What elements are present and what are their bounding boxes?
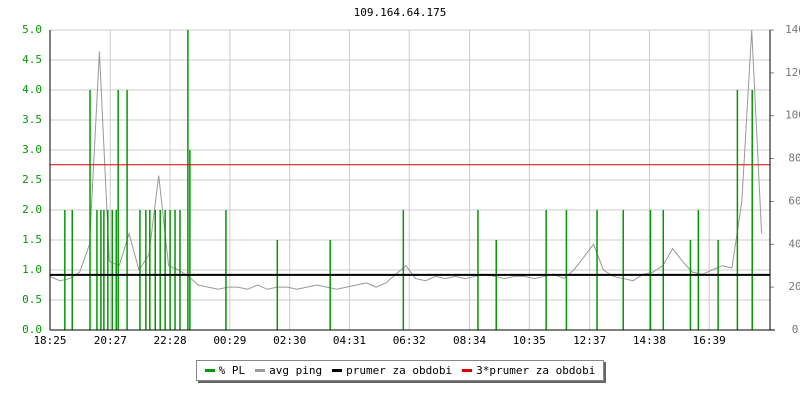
ping-line bbox=[49, 29, 763, 290]
chart-title: 109.164.64.175 bbox=[354, 6, 447, 19]
legend: % PL avg ping prumer za obdobi 3*prumer za … bbox=[195, 360, 605, 381]
x-tick-label: 10:35 bbox=[513, 334, 546, 347]
legend-label: % PL bbox=[218, 364, 246, 377]
y-tick-label: 3.5 bbox=[22, 113, 42, 126]
x-tick-label: 06:32 bbox=[393, 334, 426, 347]
y2-tick-label: 0 bbox=[792, 323, 799, 336]
x-tick-label: 04:31 bbox=[333, 334, 366, 347]
x-tick-label: 22:28 bbox=[154, 334, 187, 347]
legend-item: 3*prumer za obdobi bbox=[462, 364, 595, 377]
x-tick-label: 08:34 bbox=[453, 334, 486, 347]
y2-tick-label: 60 bbox=[788, 194, 800, 207]
y2-tick-label: 80 bbox=[788, 152, 800, 165]
legend-swatch bbox=[255, 369, 266, 372]
y-tick-label: 4.5 bbox=[22, 53, 42, 66]
y2-tick-label: 140 bbox=[785, 23, 800, 36]
y-tick-label: 0.0 bbox=[22, 323, 42, 336]
x-tick-label: 20:27 bbox=[94, 334, 127, 347]
legend-label: 3*prumer za obdobi bbox=[476, 364, 596, 377]
y-tick-label: 1.5 bbox=[22, 233, 42, 246]
legend-wrap: % PL avg ping prumer za obdobi 3*prumer za … bbox=[0, 360, 800, 381]
legend-item: avg ping bbox=[255, 364, 322, 377]
legend-item: prumer za obdobi bbox=[332, 364, 452, 377]
y2-tick-label: 40 bbox=[788, 237, 800, 250]
legend-swatch bbox=[204, 369, 215, 372]
x-tick-label: 02:30 bbox=[273, 334, 306, 347]
legend-swatch bbox=[462, 369, 473, 372]
chart: 109.164.64.175 0.0 0.5 1.0 1.5 2.0 2.5 3.0 3.5 4… bbox=[22, 6, 800, 347]
y-tick-label: 2.0 bbox=[22, 203, 42, 216]
x-tick-label: 18:25 bbox=[33, 334, 66, 347]
legend-label: prumer za obdobi bbox=[346, 364, 453, 377]
x-tick-label: 12:37 bbox=[573, 334, 606, 347]
y-tick-label: 2.5 bbox=[22, 173, 42, 186]
y2-tick-label: 120 bbox=[785, 66, 800, 79]
y-tick-label: 1.0 bbox=[22, 263, 42, 276]
y-tick-label: 3.0 bbox=[22, 143, 42, 156]
x-tick-label: 14:38 bbox=[633, 334, 666, 347]
y2-tick-label: 100 bbox=[785, 109, 800, 122]
y-tick-label: 5.0 bbox=[22, 23, 42, 36]
x-tick-label: 00:29 bbox=[213, 334, 246, 347]
x-tick-label: 16:39 bbox=[693, 334, 726, 347]
y-tick-label: 0.5 bbox=[22, 293, 42, 306]
y-tick-label: 4.0 bbox=[22, 83, 42, 96]
legend-item: % PL bbox=[204, 364, 246, 377]
y2-tick-label: 20 bbox=[788, 280, 800, 293]
legend-swatch bbox=[332, 369, 343, 372]
legend-label: avg ping bbox=[269, 364, 323, 377]
